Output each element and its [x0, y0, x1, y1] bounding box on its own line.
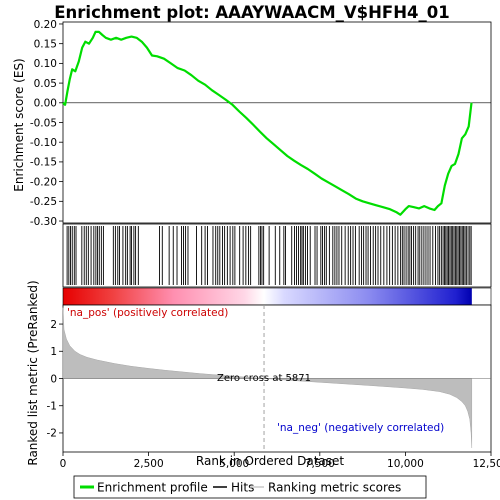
es-y-tick-label: 0.05	[34, 78, 57, 90]
hits-panel	[62, 223, 492, 306]
es-y-tick-label: 0.20	[34, 19, 57, 31]
x-tick-label: 2,500	[134, 458, 164, 470]
es-y-tick-label: -0.30	[30, 216, 57, 228]
metric-y-tick-label: 2	[50, 319, 57, 331]
y-axis-label-metric: Ranked list metric (PreRanked)	[26, 280, 40, 465]
ranking-metric-area	[62, 307, 473, 448]
rank-color-strip	[63, 288, 472, 305]
x-tick-label: 5,000	[219, 458, 249, 470]
enrichment-profile-line	[62, 30, 473, 216]
es-y-tick-label: 0.10	[34, 58, 57, 70]
y-axis-label-es: Enrichment score (ES)	[12, 58, 26, 191]
x-tick-label: 0	[60, 458, 67, 470]
metric-y-tick-label: -1	[47, 401, 57, 413]
zero-cross-label: Zero cross at 5871	[217, 373, 311, 384]
metric-y-tick-label: 0	[50, 373, 57, 385]
metric-panel: Zero cross at 5871 'na_pos' (positively c…	[47, 304, 492, 453]
es-y-tick-label: -0.20	[30, 176, 57, 188]
x-tick-label: 12,500	[473, 458, 500, 470]
x-tick-label: 10,000	[387, 458, 424, 470]
x-axis-label: Rank in Ordered Dataset	[196, 454, 344, 468]
es-y-tick-label: 0.15	[34, 38, 57, 50]
chart-title: Enrichment plot: AAAYWAACM_V$HFH4_01	[54, 3, 449, 22]
legend-label-metric: Ranking metric scores	[268, 481, 401, 495]
metric-y-tick-label: 1	[50, 346, 57, 358]
legend: Enrichment profile Hits Ranking metric s…	[73, 475, 427, 499]
es-y-tick-label: -0.15	[30, 157, 57, 169]
negative-correlation-label: 'na_neg' (negatively correlated)	[277, 422, 444, 434]
legend-label-profile: Enrichment profile	[97, 481, 208, 495]
metric-y-tick-label: -2	[47, 428, 57, 440]
es-y-tick-label: -0.05	[30, 117, 57, 129]
x-axis: 0 2,500 5,000 7,500 10,000 12,500	[60, 452, 500, 470]
positive-correlation-label: 'na_pos' (positively correlated)	[67, 307, 228, 319]
es-panel: 0.20 0.15 0.10 0.05 0.00 -0.05 -0.10 -0.15 -0.20…	[30, 19, 492, 228]
es-y-tick-label: -0.25	[30, 196, 57, 208]
x-tick-label: 7,500	[305, 458, 335, 470]
es-y-tick-label: 0.00	[34, 98, 57, 110]
es-plot-frame	[62, 21, 492, 224]
es-y-tick-label: -0.10	[30, 137, 57, 149]
legend-label-hits: Hits	[231, 481, 254, 495]
